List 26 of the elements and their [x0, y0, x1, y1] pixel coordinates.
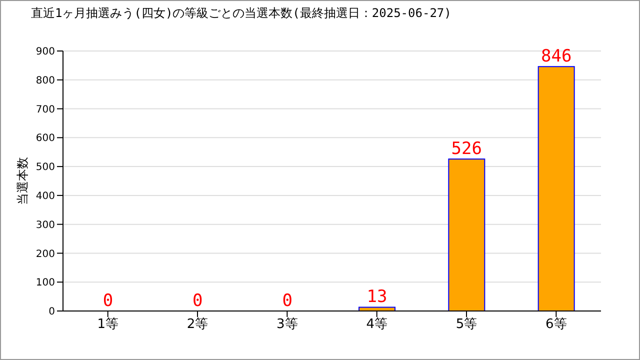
data-label: 526 [451, 139, 482, 160]
x-tick-label: 6等 [546, 317, 567, 332]
data-label: 13 [366, 287, 388, 308]
y-tick-label: 0 [48, 306, 55, 318]
y-tick-label: 100 [36, 278, 55, 289]
data-label: 846 [540, 46, 572, 67]
data-label: 0 [102, 291, 114, 311]
y-tick-label: 900 [36, 46, 55, 58]
y-tick-label: 200 [36, 248, 55, 260]
bar [538, 66, 575, 312]
data-label: 0 [282, 291, 292, 311]
x-tick-label: 1等 [97, 317, 118, 332]
y-tick-label: 500 [36, 162, 55, 174]
x-tick-label: 2等 [186, 317, 208, 332]
x-tick-label: 3等 [276, 317, 298, 332]
y-tick-label: 800 [36, 75, 55, 86]
x-tick-label: 5等 [456, 317, 478, 332]
y-tick-label: 700 [36, 104, 55, 116]
data-label: 0 [192, 291, 203, 311]
y-tick-label: 400 [36, 190, 55, 202]
y-tick-label: 600 [36, 133, 55, 144]
x-tick-label: 4等 [366, 317, 388, 332]
y-tick-label: 300 [36, 220, 55, 231]
y-axis-title: 当選本数 [14, 157, 30, 205]
bar [448, 158, 486, 312]
chart-title: 直近1ヶ月抽選みう(四女)の等級ごとの当選本数(最終抽選日：2025-06-27) [31, 5, 452, 22]
